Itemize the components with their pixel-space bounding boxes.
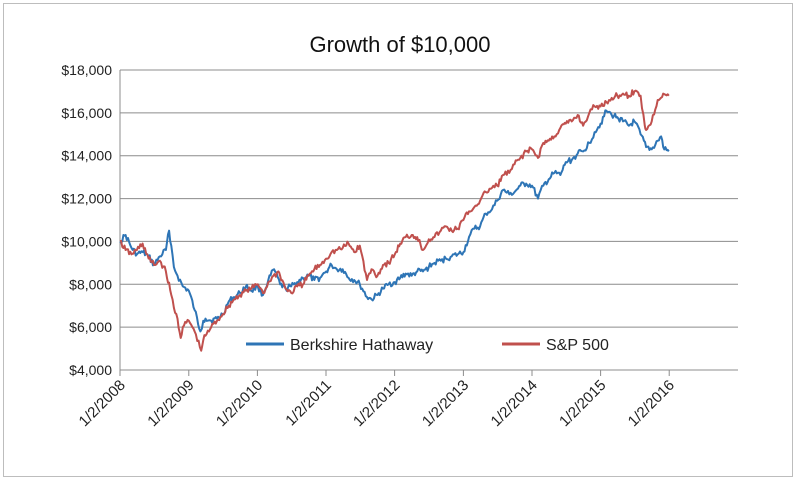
y-tick-label: $14,000 [61,148,112,164]
x-tick-label: 1/2/2011 [282,377,335,430]
x-tick-label: 1/2/2008 [76,377,129,430]
x-tick-label: 1/2/2015 [556,377,609,430]
x-tick-label: 1/2/2010 [213,377,266,430]
chart-frame [3,3,793,477]
y-tick-label: $6,000 [69,319,112,335]
legend: Berkshire Hathaway S&P 500 [246,337,609,354]
y-tick-label: $4,000 [69,362,112,378]
series-line-s-p-500 [119,89,670,352]
x-tick-label: 1/2/2013 [419,377,472,430]
y-tick-label: $10,000 [61,233,112,249]
y-tick-label: $16,000 [61,105,112,121]
x-tick-label: 1/2/2009 [144,377,197,430]
x-tick-label: 1/2/2014 [488,377,541,430]
y-tick-label: $18,000 [61,62,112,78]
x-tick-label: 1/2/2012 [350,377,403,430]
chart-title: Growth of $10,000 [309,32,490,57]
y-tick-label: $12,000 [61,191,112,207]
series-line-berkshire-hathaway [119,109,670,333]
series-layer [119,89,670,352]
y-tick-label: $8,000 [69,276,112,292]
legend-label-berkshire-hathaway: Berkshire Hathaway [290,337,433,354]
x-tick-label: 1/2/2016 [625,377,678,430]
legend-label-s-p-500: S&P 500 [546,337,609,354]
